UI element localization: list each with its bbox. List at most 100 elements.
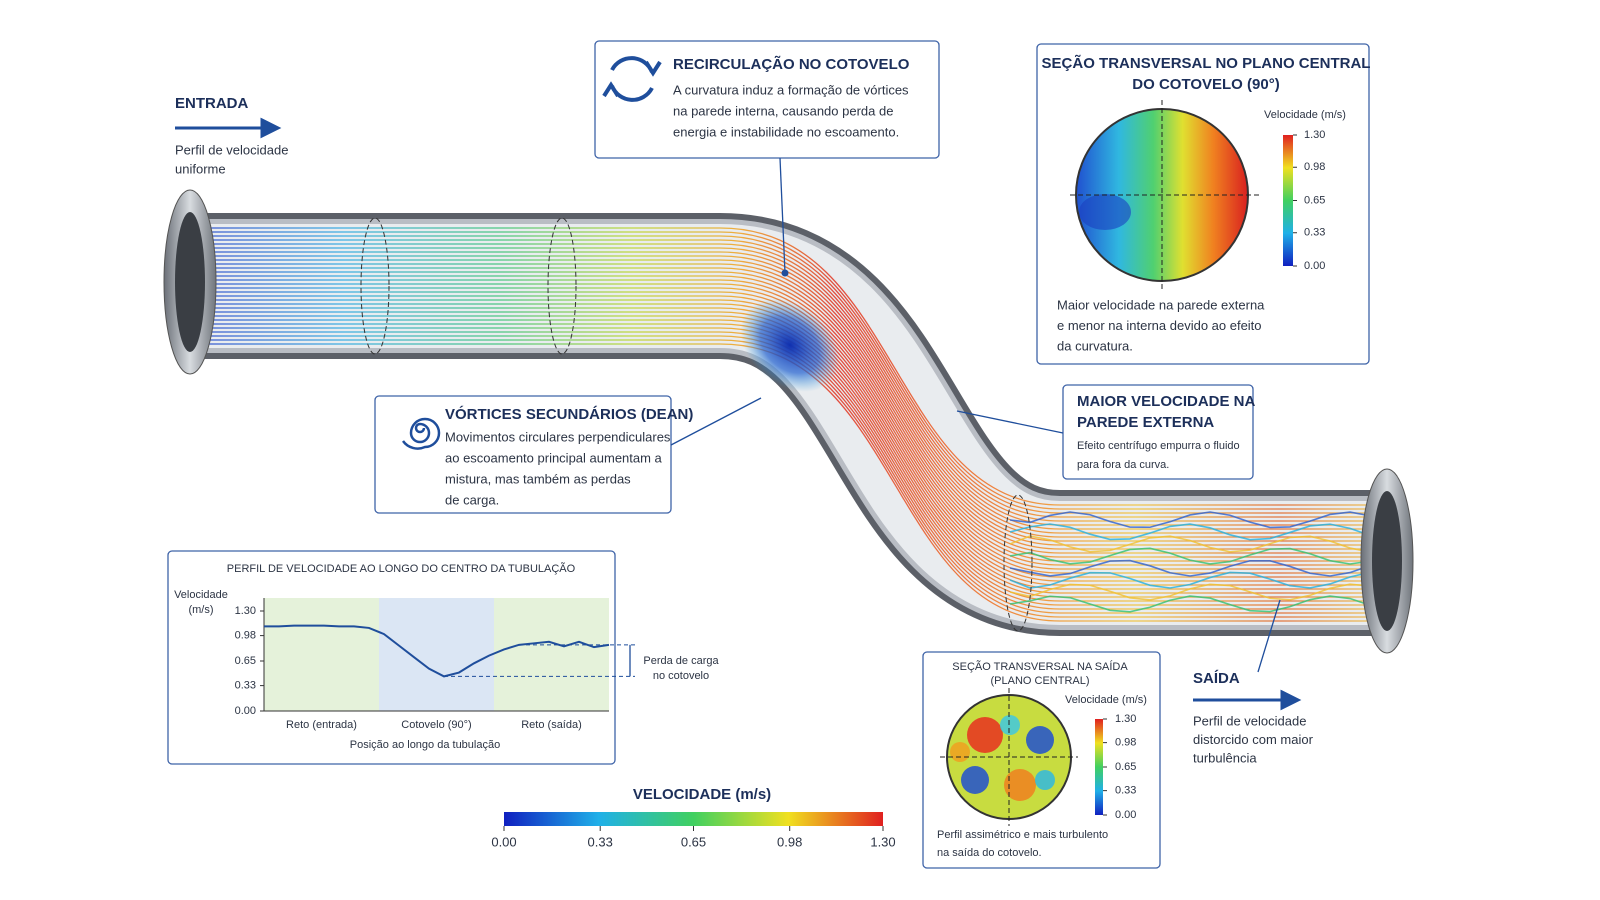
callout-text: A curvatura induz a formação de vórtices — [673, 82, 909, 97]
colorbar-tick-label: 0.65 — [1304, 194, 1325, 206]
section-text: Maior velocidade na parede externa — [1057, 297, 1265, 312]
callout-title: PAREDE EXTERNA — [1077, 414, 1214, 431]
x-axis-label: Posição ao longo da tubulação — [350, 739, 500, 751]
y-tick-label: 0.98 — [235, 630, 256, 642]
x-tick-label: Reto (entrada) — [286, 719, 357, 731]
turbulent-zone — [961, 766, 989, 794]
callout-text: ao escoamento principal aumentam a — [445, 450, 663, 465]
callout-box — [374, 395, 672, 514]
pointer-line — [1257, 599, 1281, 673]
colorbar-tick-label: 0.65 — [681, 834, 706, 849]
recirculation-icon — [602, 56, 662, 102]
turbulent-streamline — [1009, 535, 1371, 553]
colorbar-tick-label: 0.00 — [1115, 809, 1136, 821]
callout-box — [1062, 384, 1254, 480]
streamline — [200, 259, 1390, 538]
colorbar-tick-label: 0.33 — [588, 834, 613, 849]
pointer-line — [670, 397, 762, 446]
callout-box — [594, 40, 940, 159]
streamline — [200, 263, 1390, 542]
section-title: DO COTOVELO (90°) — [1132, 76, 1279, 93]
low-speed-zone — [1079, 194, 1131, 230]
colorbar — [1095, 719, 1103, 815]
turbulent-streamline — [1009, 523, 1371, 541]
callout-text: Movimentos circulares perpendiculares — [445, 429, 671, 444]
inlet-title: ENTRADA — [175, 95, 248, 112]
streamline — [200, 247, 1390, 526]
colorbar-tick-label: 1.30 — [1304, 129, 1325, 141]
pipe-inner — [200, 224, 1390, 625]
colorbar-tick-label: 0.00 — [491, 834, 516, 849]
colorbar-tick-label: 0.98 — [777, 834, 802, 849]
annotation: no cotovelo — [653, 670, 709, 682]
pipe-ring — [1003, 494, 1033, 632]
streamline — [200, 227, 1390, 506]
turbulent-streamline — [1009, 511, 1371, 529]
section-axes — [1070, 100, 1262, 290]
callout-title: VÓRTICES SECUNDÁRIOS (DEAN) — [445, 405, 693, 423]
turbulent-zone — [1004, 769, 1036, 801]
callout-title: RECIRCULAÇÃO NO COTOVELO — [673, 55, 910, 73]
colorbar-label: Velocidade (m/s) — [1264, 109, 1346, 121]
inlet-arrow — [175, 117, 282, 139]
pointer-dot — [781, 269, 789, 277]
colorbar-tick-label: 0.33 — [1115, 785, 1136, 797]
swirl-icon — [401, 417, 441, 450]
colorbar-label: Velocidade (m/s) — [1065, 694, 1147, 706]
chart-title: PERFIL DE VELOCIDADE AO LONGO DO CENTRO … — [227, 562, 576, 575]
section-text: Perfil assimétrico e mais turbulento — [937, 829, 1108, 841]
y-axis-label: Velocidade — [174, 589, 228, 601]
colorbar-tick-label: 1.30 — [870, 834, 895, 849]
region-band — [379, 598, 494, 711]
outlet-text: distorcido com maior — [1193, 732, 1314, 747]
inlet-text: Perfil de velocidade — [175, 142, 288, 157]
turbulent-zone — [1026, 726, 1054, 754]
colorbar-tick-label: 0.98 — [1115, 737, 1136, 749]
region-band — [264, 598, 379, 711]
turbulent-zone — [1000, 715, 1020, 735]
callout-text: energia e instabilidade no escoamento. — [673, 124, 899, 139]
colorbar-tick-label: 0.98 — [1304, 161, 1325, 173]
callout-text: de carga. — [445, 492, 499, 507]
callout-text: mistura, mas também as perdas — [445, 471, 631, 486]
y-tick-label: 0.33 — [235, 680, 256, 692]
velocity-line — [264, 624, 610, 678]
flange-face — [175, 212, 205, 352]
outlet-title: SAÍDA — [1193, 670, 1240, 687]
streamline — [200, 283, 1390, 562]
x-tick-label: Reto (saída) — [521, 719, 582, 731]
streamline — [200, 267, 1390, 546]
turbulent-streamline — [1009, 559, 1371, 577]
streamline — [200, 235, 1390, 514]
turbulent-zone — [950, 742, 970, 762]
vortex-core — [740, 298, 840, 392]
outlet-arrow — [1193, 689, 1302, 711]
turbulent-streamline — [1009, 583, 1371, 601]
region-band — [494, 598, 609, 711]
colorbar-tick-label: 0.33 — [1304, 227, 1325, 239]
streamline — [200, 275, 1390, 554]
section-text: na saída do cotovelo. — [937, 847, 1042, 859]
turbulent-streamline — [1009, 595, 1371, 613]
streamline — [200, 243, 1390, 522]
callout-text: para fora da curva. — [1077, 459, 1169, 471]
y-tick-label: 1.30 — [235, 605, 256, 617]
callout-text: na parede interna, causando perda de — [673, 103, 893, 118]
pointer-line — [779, 157, 786, 274]
turbulent-streamline — [1009, 571, 1371, 589]
turbulent-zone — [967, 717, 1003, 753]
flange-face — [1372, 491, 1402, 631]
colorbar-tick-label: 1.30 — [1115, 713, 1136, 725]
callout-title: MAIOR VELOCIDADE NA — [1077, 393, 1256, 410]
streamline — [200, 271, 1390, 550]
section-text: da curvatura. — [1057, 338, 1133, 353]
streamline — [200, 279, 1390, 558]
section-title: (PLANO CENTRAL) — [990, 675, 1089, 687]
colorbar-title: VELOCIDADE (m/s) — [633, 786, 771, 803]
pipe-ring — [547, 217, 577, 355]
y-axis-label: (m/s) — [188, 604, 213, 616]
colorbar — [504, 812, 883, 826]
colorbar-tick-label: 0.65 — [1115, 761, 1136, 773]
colorbar-tick-label: 0.00 — [1304, 260, 1325, 272]
